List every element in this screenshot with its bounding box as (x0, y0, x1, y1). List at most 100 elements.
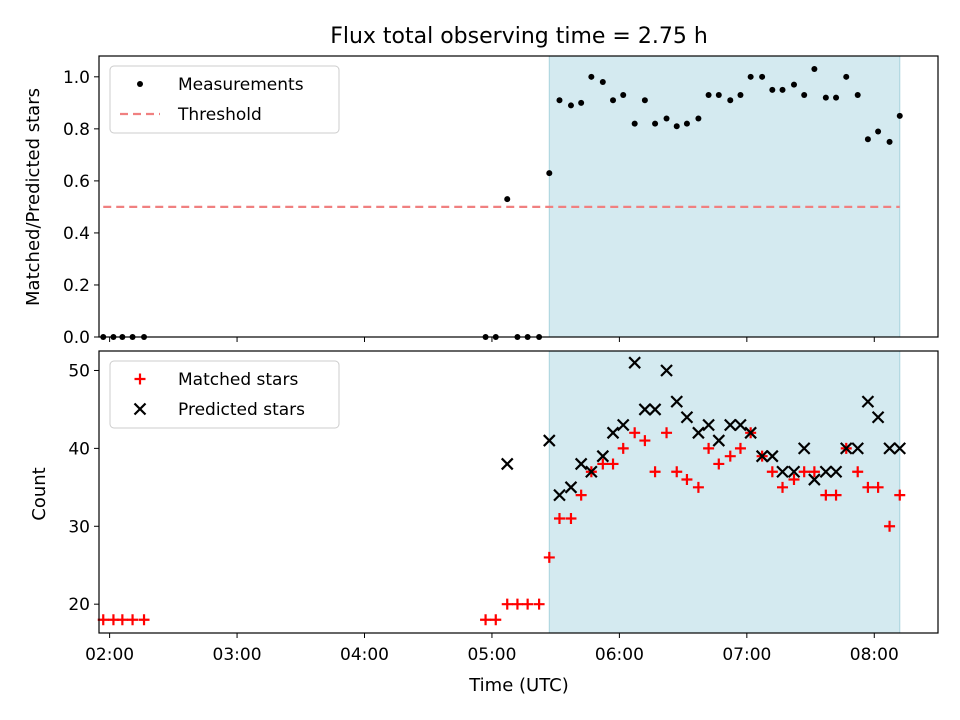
predicted-stars-point (808, 473, 821, 486)
bottom-axes-frame (98, 350, 939, 634)
predicted-stars-point (871, 410, 885, 424)
matched-stars-point (777, 481, 789, 493)
matched-stars-point (617, 442, 629, 454)
matched-stars-point (884, 520, 896, 532)
x-axis-label: Time (UTC) (468, 675, 569, 696)
predicted-stars-point (616, 418, 630, 432)
predicted-stars-point (543, 434, 556, 447)
matched-stars-point (575, 489, 587, 501)
measurements-point (769, 86, 776, 93)
measurements-point (567, 102, 574, 109)
matched-stars-point (490, 614, 502, 626)
measurements-point (875, 128, 882, 135)
top-y-tick-label: 1.0 (63, 68, 90, 88)
bottom-y-tick-label: 40 (68, 439, 90, 459)
predicted-stars-point (744, 426, 757, 440)
matched-stars-point (862, 481, 874, 493)
predicted-stars-point (553, 488, 566, 502)
matched-stars-point (639, 435, 651, 447)
predicted-stars-point (638, 403, 652, 416)
x-tick-label: 08:00 (850, 645, 899, 665)
measurements-point (695, 115, 702, 122)
bottom-shaded-region (548, 350, 901, 634)
measurements-point (715, 92, 722, 99)
measurements-point (896, 112, 903, 119)
measurements-point (588, 73, 595, 80)
matched-stars-point (830, 489, 842, 501)
predicted-stars-point (776, 465, 789, 479)
top-y-tick-label: 0.8 (63, 120, 90, 140)
measurements-point (822, 94, 829, 101)
measurements-point (727, 97, 734, 104)
matched-stars-legend-label: Matched stars (178, 370, 298, 390)
bottom-panel: 20 30 40 50 02:00 03:00 04:00 05:00 06:00 07:00 08… (68, 350, 939, 665)
predicted-stars-point (702, 418, 715, 432)
top-y-tick-label: 0.0 (63, 328, 90, 348)
top-y-axis-label: Matched/Predicted stars (23, 88, 44, 306)
matched-stars-point (629, 427, 641, 439)
measurements-point (811, 66, 818, 73)
measurements-point (620, 92, 627, 99)
predicted-stars-point (883, 442, 896, 455)
matched-stars-point (671, 466, 683, 478)
predicted-stars-point (648, 403, 662, 416)
predicted-stars-point (692, 426, 705, 440)
measurements-point (801, 92, 808, 99)
predicted-stars-point (564, 481, 578, 494)
bottom-y-axis-label: Count (29, 467, 50, 520)
predicted-stars-point (585, 465, 598, 479)
matched-stars-point (116, 614, 128, 626)
top-y-tick-label: 0.6 (63, 172, 90, 192)
matched-stars-point (127, 614, 139, 626)
measurements-point (790, 81, 797, 88)
predicted-stars-point (766, 449, 779, 463)
predicted-stars-point (596, 449, 610, 463)
predicted-stars-point (723, 418, 737, 432)
predicted-stars-point (712, 434, 726, 447)
predicted-stars-point (851, 442, 864, 455)
top-legend (109, 65, 340, 134)
measurements-point (663, 115, 670, 122)
predicted-stars-legend-label: Predicted stars (178, 400, 305, 420)
matched-stars-point (543, 551, 555, 563)
top-y-tick-label: 0.2 (63, 276, 90, 296)
matched-stars-point (565, 512, 577, 524)
measurements-point (631, 120, 638, 127)
matched-stars-point (788, 474, 800, 486)
predicted-stars-point (500, 457, 514, 471)
measurements-point (833, 94, 840, 101)
matched-stars-point (661, 427, 673, 439)
measurements-point (578, 99, 585, 106)
measurements-point (683, 120, 690, 127)
measurements-point (747, 73, 754, 80)
matched-stars-point (894, 489, 906, 501)
matched-stars-point (480, 614, 492, 626)
predicted-stars-point (893, 442, 907, 455)
matched-stars-point (798, 466, 810, 478)
top-y-tick-label: 0.4 (63, 224, 90, 244)
matched-stars-point (734, 442, 746, 454)
matched-stars-point (713, 458, 725, 470)
predicted-stars-point (606, 426, 620, 440)
predicted-stars-point (787, 465, 801, 479)
bottom-y-tick-label: 20 (68, 595, 90, 615)
matched-stars-point (511, 598, 523, 610)
measurements-point (737, 92, 744, 99)
measurements-point (705, 92, 712, 99)
matched-stars-point (820, 489, 832, 501)
measurements-point (779, 86, 786, 93)
predicted-stars-point (797, 442, 811, 455)
predicted-stars-point (680, 410, 694, 424)
measurements-point (759, 73, 766, 80)
predicted-stars-point (755, 449, 769, 463)
matched-stars-point (872, 481, 884, 493)
measurements-point (610, 97, 617, 104)
predicted-stars-point (628, 356, 641, 369)
measurements-point (652, 120, 659, 127)
measurements-point (886, 138, 893, 145)
top-panel: 0.0 0.2 0.4 0.6 0.8 1.0 Measurements Threshold (63, 55, 939, 348)
x-tick-label: 02:00 (85, 645, 134, 665)
measurements-legend-swatch (137, 81, 143, 87)
matched-stars-point (681, 474, 693, 486)
measurements-point (504, 196, 511, 203)
